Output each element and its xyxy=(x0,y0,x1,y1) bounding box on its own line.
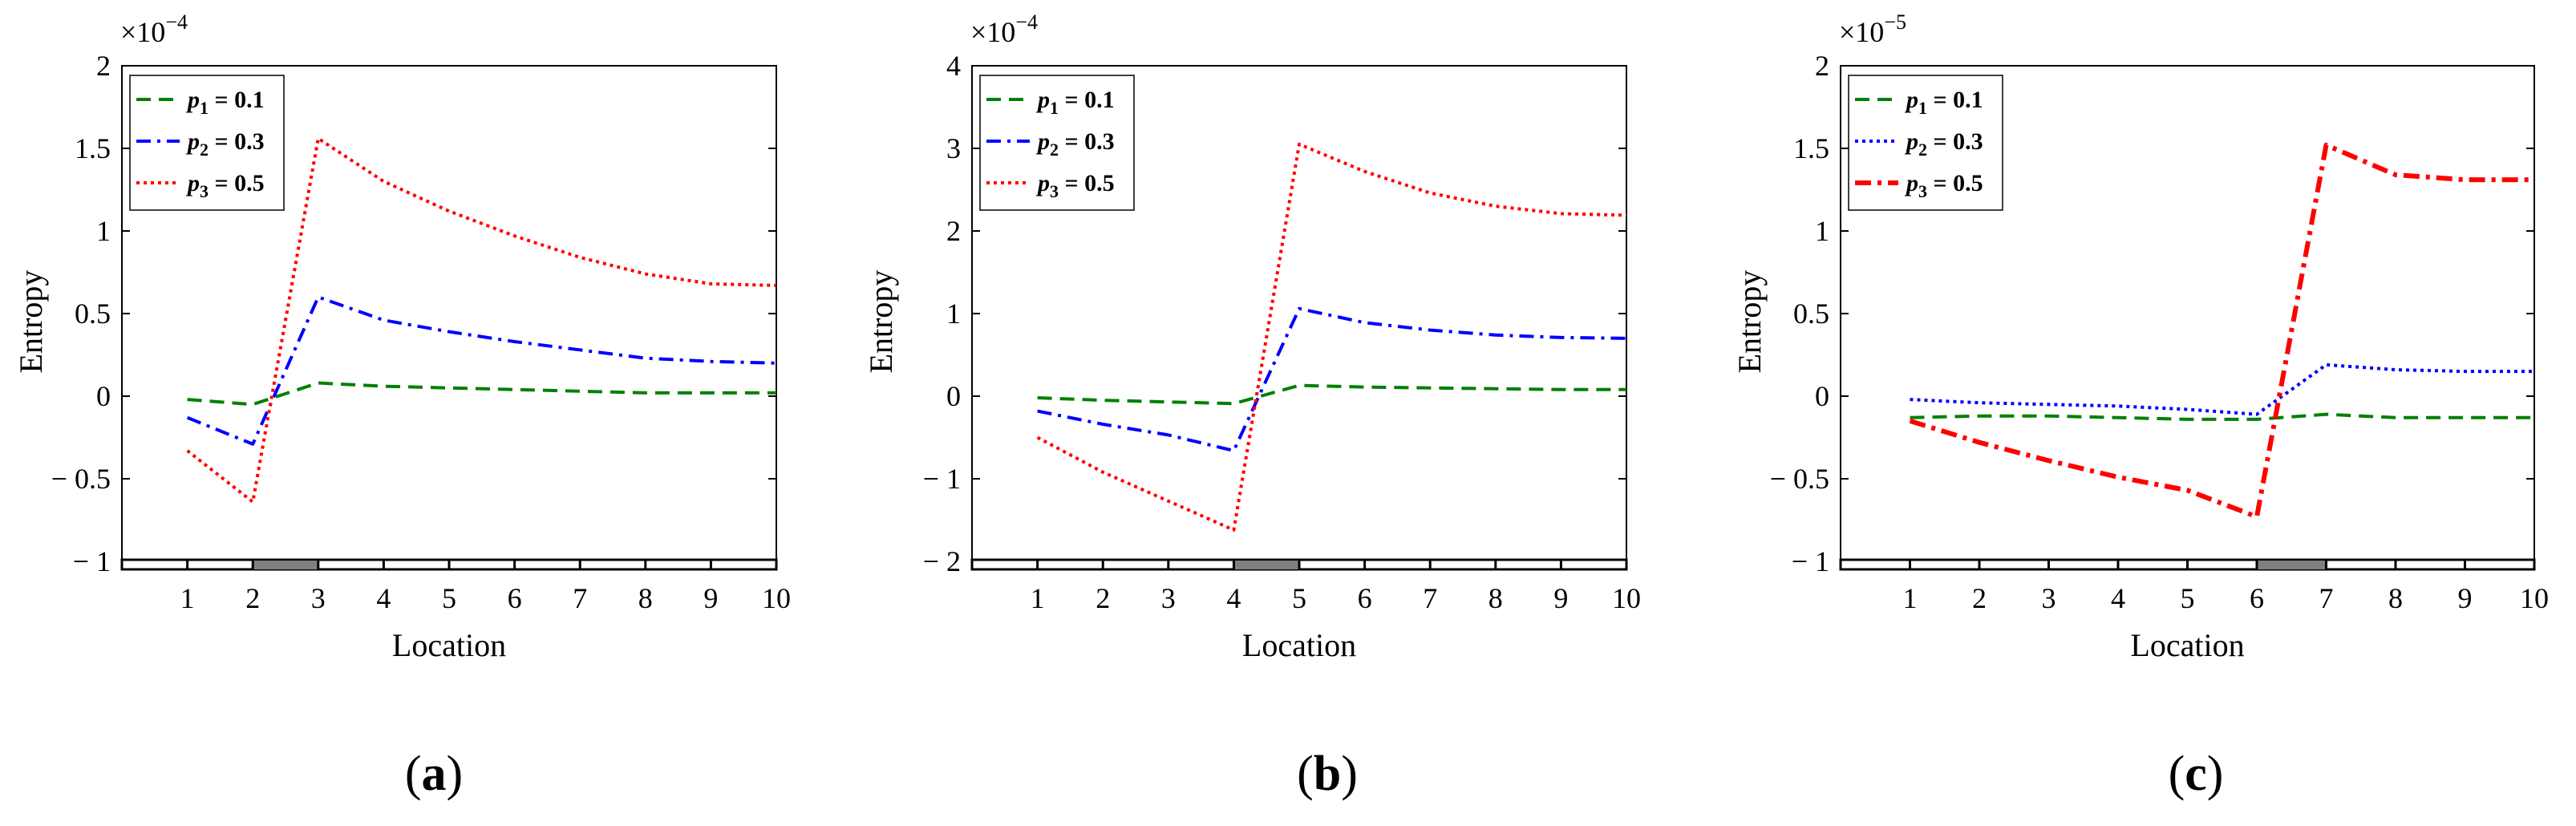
series-line-2 xyxy=(1910,362,2534,416)
series-line-2 xyxy=(1037,306,1627,452)
legend-label-2: p2 = 0.3 xyxy=(185,128,265,160)
y-axis-label: Entropy xyxy=(13,270,49,374)
x-axis-label: Location xyxy=(1242,627,1356,663)
legend-box xyxy=(1848,75,2003,211)
x-axis-label: Location xyxy=(392,627,506,663)
x-tick-label: 8 xyxy=(2388,582,2403,614)
x-tick-label: 3 xyxy=(1161,582,1176,614)
x-tick-label: 1 xyxy=(1903,582,1918,614)
x-tick-label: 5 xyxy=(442,582,456,614)
y-axis-label: Entropy xyxy=(863,270,899,374)
panel-caption-b: (b) xyxy=(1297,747,1358,801)
line-chart-b: ×10−4 − 2 − 1 0 1 2 3 4 1 2 3 4 5 6 7 8 9 10 Location Entro… xyxy=(863,10,1641,663)
x-tick-label: 1 xyxy=(180,582,195,614)
x-tick-label: 8 xyxy=(638,582,653,614)
y-tick-label: − 0.5 xyxy=(1770,463,1829,495)
x-tick-label: 5 xyxy=(2181,582,2195,614)
legend-label-1: p1 = 0.1 xyxy=(185,87,265,118)
legend-label-3: p3 = 0.5 xyxy=(185,170,265,201)
series-line-1 xyxy=(1910,412,2534,421)
y-tick-label: 1 xyxy=(96,215,111,247)
legend-label-3: p3 = 0.5 xyxy=(1904,170,1983,201)
legend-label-3: p3 = 0.5 xyxy=(1035,170,1115,201)
y-tick-label: 1.5 xyxy=(1793,132,1829,164)
y-tick-label: − 0.5 xyxy=(51,463,111,495)
x-tick-label: 2 xyxy=(245,582,260,614)
series-line-3 xyxy=(186,136,777,504)
y-tick-label: − 1 xyxy=(73,545,111,577)
x-tick-label: 7 xyxy=(1423,582,1437,614)
axis-exponent-label: ×10−4 xyxy=(970,10,1038,48)
axis-exponent-label: ×10−4 xyxy=(120,10,188,48)
series-line-1 xyxy=(1037,383,1626,406)
x-tick-label: 6 xyxy=(1358,582,1372,614)
panel-caption-c: (c) xyxy=(2168,747,2224,801)
panel-caption-a: (a) xyxy=(404,747,464,801)
highlight-segment xyxy=(253,561,318,569)
x-tick-label: 2 xyxy=(1972,582,1987,614)
legend: p1 = 0.1 p2 = 0.3 p3 = 0.5 xyxy=(1848,75,2003,211)
y-tick-label: 1 xyxy=(946,298,961,330)
series-line-2 xyxy=(186,295,777,446)
y-tick-label: 0 xyxy=(1815,380,1829,412)
chart-panel-b: ×10−4 − 2 − 1 0 1 2 3 4 1 2 3 4 5 6 7 8 9 10 Location Entro… xyxy=(850,0,1692,742)
legend: p1 = 0.1 p2 = 0.3 p3 = 0.5 xyxy=(979,75,1135,211)
chart-panel-c: ×10−5 − 1 − 0.5 0 0.5 1 1.5 2 1 2 3 4 5 6 7 8 9 10 Locatio… xyxy=(1708,0,2576,742)
line-chart-a: ×10−4 − 1 − 0.5 0 0.5 1 1.5 2 1 2 3 4 5 6 7 8 9 10 Locatio… xyxy=(13,10,791,663)
x-tick-label: 2 xyxy=(1096,582,1110,614)
y-tick-label: 0.5 xyxy=(75,298,111,330)
x-tick-label: 9 xyxy=(1553,582,1568,614)
series-line-3 xyxy=(1909,142,2534,520)
legend: p1 = 0.1 p2 = 0.3 p3 = 0.5 xyxy=(129,75,285,211)
x-tick-label: 9 xyxy=(2458,582,2473,614)
x-tick-label: 7 xyxy=(573,582,587,614)
x-tick-label: 3 xyxy=(2042,582,2056,614)
axis-exponent-label: ×10−5 xyxy=(1839,10,1906,48)
y-tick-label: − 1 xyxy=(923,463,961,495)
y-tick-label: 2 xyxy=(1815,50,1829,82)
y-tick-label: 3 xyxy=(946,132,961,164)
legend-box xyxy=(129,75,285,211)
y-tick-label: − 2 xyxy=(923,545,961,577)
line-chart-c: ×10−5 − 1 − 0.5 0 0.5 1 1.5 2 1 2 3 4 5 6 7 8 9 10 Locatio… xyxy=(1732,10,2549,663)
legend-label-1: p1 = 0.1 xyxy=(1904,87,1983,118)
x-tick-label: 4 xyxy=(1226,582,1241,614)
highlight-segment xyxy=(1233,561,1299,569)
y-tick-label: 0 xyxy=(96,380,111,412)
x-tick-label: 6 xyxy=(2250,582,2264,614)
legend-label-2: p2 = 0.3 xyxy=(1035,128,1115,160)
x-tick-label: 10 xyxy=(2520,582,2549,614)
x-axis-label: Location xyxy=(2130,627,2244,663)
legend-label-2: p2 = 0.3 xyxy=(1904,128,1983,160)
y-tick-label: 2 xyxy=(946,215,961,247)
y-tick-label: 2 xyxy=(96,50,111,82)
chart-panel-a: ×10−4 − 1 − 0.5 0 0.5 1 1.5 2 1 2 3 4 5 6 7 8 9 10 Locatio… xyxy=(0,0,842,742)
y-tick-label: 0 xyxy=(946,380,961,412)
x-tick-label: 4 xyxy=(376,582,391,614)
x-tick-label: 10 xyxy=(1612,582,1641,614)
legend-box xyxy=(979,75,1135,211)
y-tick-label: 4 xyxy=(946,50,961,82)
series-line-3 xyxy=(1036,142,1627,532)
y-axis-label: Entropy xyxy=(1732,270,1768,374)
y-tick-label: − 1 xyxy=(1792,545,1829,577)
legend-label-1: p1 = 0.1 xyxy=(1035,87,1115,118)
x-tick-label: 9 xyxy=(703,582,718,614)
x-tick-label: 8 xyxy=(1488,582,1503,614)
x-tick-label: 4 xyxy=(2111,582,2125,614)
series-line-1 xyxy=(187,381,776,407)
x-tick-label: 6 xyxy=(508,582,522,614)
highlight-segment xyxy=(2257,561,2327,569)
x-tick-label: 7 xyxy=(2319,582,2334,614)
y-tick-label: 1 xyxy=(1815,215,1829,247)
x-tick-label: 10 xyxy=(762,582,791,614)
y-tick-label: 1.5 xyxy=(75,132,111,164)
y-tick-label: 0.5 xyxy=(1793,298,1829,330)
x-tick-label: 1 xyxy=(1031,582,1045,614)
x-tick-label: 5 xyxy=(1292,582,1306,614)
x-tick-label: 3 xyxy=(311,582,326,614)
